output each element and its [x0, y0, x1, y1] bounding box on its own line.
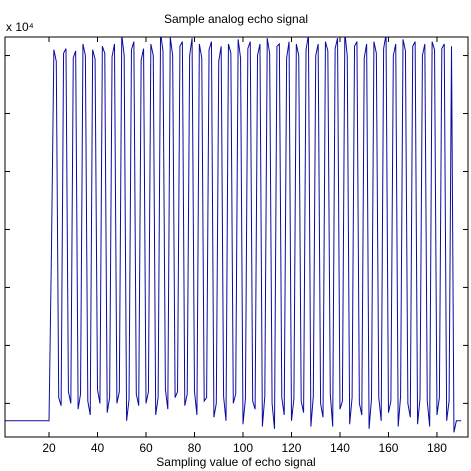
x-tick-label: 80: [188, 441, 202, 455]
x-tick-label: 180: [427, 441, 447, 455]
x-tick-label: 60: [139, 441, 153, 455]
signal-line: [5, 37, 462, 433]
x-tick-label: 120: [281, 441, 301, 455]
chart-title: Sample analog echo signal: [164, 12, 308, 26]
x-tick-label: 100: [233, 441, 253, 455]
x-tick-label: 20: [42, 441, 56, 455]
x-tick-label: 160: [378, 441, 398, 455]
x-tick-label: 140: [330, 441, 350, 455]
y-multiplier: x 10⁴: [6, 20, 34, 34]
x-axis-label: Sampling value of echo signal: [156, 455, 315, 469]
x-tick-label: 40: [91, 441, 105, 455]
